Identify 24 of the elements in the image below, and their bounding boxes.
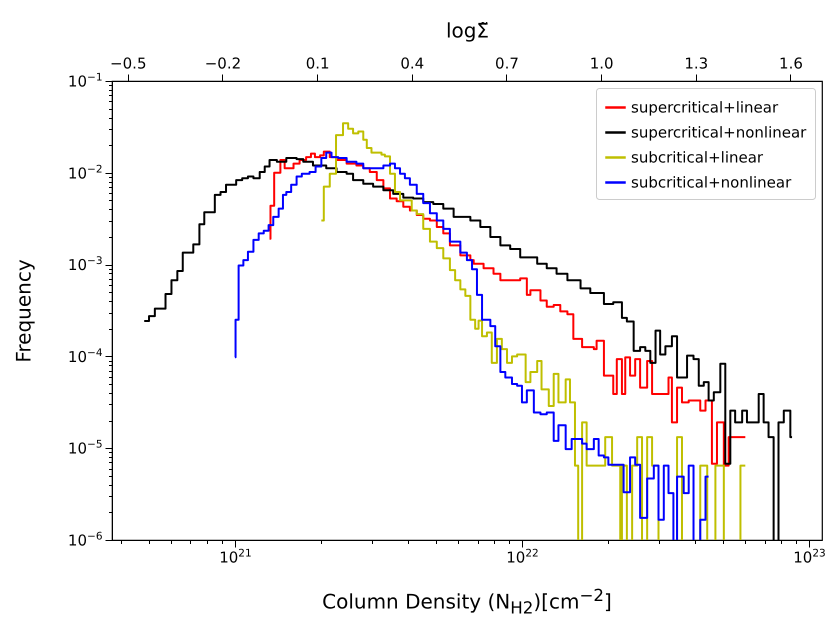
x2-tick-label: 0.1: [306, 54, 330, 72]
legend-label: supercritical+nonlinear: [631, 124, 808, 142]
y-axis-title: Frequency: [12, 259, 36, 363]
y-tick-label: 10$^{−5}$: [68, 438, 102, 458]
legend-label: subcritical+linear: [631, 148, 764, 166]
x-tick-label: 10$^{21}$: [219, 548, 252, 566]
y-tick-label: 10$^{−2}$: [68, 163, 102, 182]
x2-tick-label: 0.4: [400, 54, 424, 72]
x2-tick-label: 1.3: [684, 54, 708, 72]
x2-axis-title: logΣ̃: [446, 18, 490, 42]
y-tick-label: 10$^{−3}$: [68, 255, 102, 274]
y-tick-label: 10$^{−4}$: [68, 346, 103, 366]
y-tick-label: 10$^{−1}$: [68, 72, 102, 90]
x-tick-label: 10$^{22}$: [506, 548, 539, 566]
legend-label: subcritical+nonlinear: [631, 174, 792, 192]
x2-tick-label: 1.6: [779, 54, 803, 72]
y-tick-label: 10$^{−6}$: [68, 530, 103, 550]
x-axis-title: Column Density (N$_{H2}$)[cm$^{−2}$]: [321, 586, 613, 618]
x2-tick-label: −0.2: [204, 54, 242, 72]
x2-tick-label: 1.0: [590, 54, 614, 72]
x2-tick-label: 0.7: [495, 54, 519, 72]
x-tick-label: 10$^{23}$: [793, 548, 826, 566]
x2-tick-label: −0.5: [110, 54, 146, 72]
legend-label: supercritical+linear: [631, 98, 779, 116]
